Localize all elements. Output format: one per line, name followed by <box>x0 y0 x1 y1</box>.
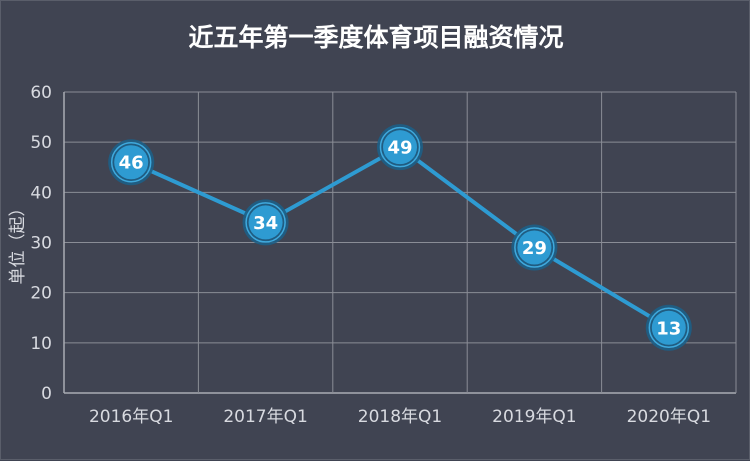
data-label: 46 <box>119 153 144 174</box>
x-tick-label: 2018年Q1 <box>358 407 442 427</box>
y-tick-label: 10 <box>30 334 52 354</box>
y-axis-label: 单位（起） <box>8 200 28 285</box>
data-point-marker <box>114 145 149 180</box>
y-tick-label: 40 <box>30 183 52 203</box>
data-point-marker <box>248 205 283 240</box>
y-axis-ticks: 0 10 20 30 40 50 60 <box>30 83 52 404</box>
data-markers: 46 34 49 29 13 <box>108 124 692 351</box>
data-point-marker <box>517 230 552 265</box>
x-axis-ticks: 2016年Q1 2017年Q1 2018年Q1 2019年Q1 2020年Q1 <box>89 407 711 427</box>
x-tick-label: 2017年Q1 <box>223 407 307 427</box>
data-point-ring <box>514 227 555 268</box>
data-label: 49 <box>387 138 412 159</box>
series-line-path <box>130 145 670 330</box>
data-point-ring <box>379 126 421 168</box>
data-label: 29 <box>522 238 547 259</box>
x-tick-label: 2020年Q1 <box>627 407 711 427</box>
data-point[interactable]: 13 <box>645 304 692 351</box>
y-tick-label: 20 <box>30 284 52 304</box>
data-point[interactable]: 34 <box>242 199 289 246</box>
data-point[interactable]: 49 <box>377 124 423 171</box>
data-label: 34 <box>253 213 278 234</box>
x-tick-label: 2019年Q1 <box>492 407 576 427</box>
chart-title: 近五年第一季度体育项目融资情况 <box>188 23 563 52</box>
data-point[interactable]: 29 <box>511 224 558 271</box>
y-tick-label: 30 <box>30 234 52 254</box>
data-point[interactable]: 46 <box>108 139 155 186</box>
data-point-marker <box>383 130 417 165</box>
data-label: 13 <box>656 318 681 339</box>
x-tick-label: 2016年Q1 <box>89 407 173 427</box>
series-line <box>130 145 670 330</box>
data-point-ring <box>245 202 286 243</box>
y-tick-label: 60 <box>30 83 52 103</box>
y-tick-label: 0 <box>41 384 52 404</box>
data-point-ring <box>110 141 152 183</box>
y-tick-label: 50 <box>30 133 52 153</box>
data-point-ring <box>648 307 690 349</box>
data-point-marker <box>651 310 686 345</box>
